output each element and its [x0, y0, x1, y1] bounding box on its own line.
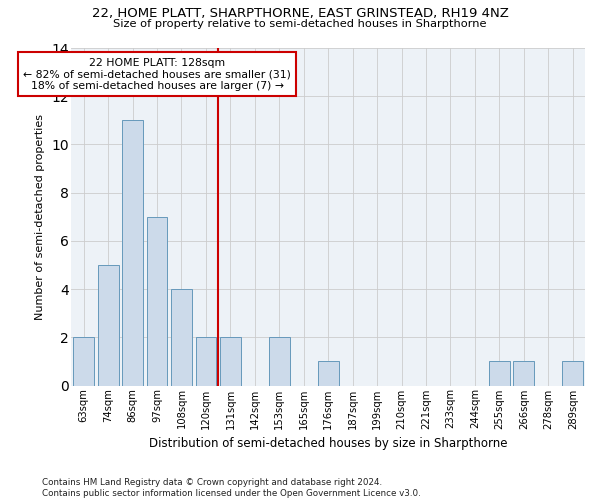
Text: 22 HOME PLATT: 128sqm
← 82% of semi-detached houses are smaller (31)
18% of semi: 22 HOME PLATT: 128sqm ← 82% of semi-deta… [23, 58, 291, 91]
Bar [220, 338, 241, 386]
Text: Contains HM Land Registry data © Crown copyright and database right 2024.
Contai: Contains HM Land Registry data © Crown c… [42, 478, 421, 498]
X-axis label: Distribution of semi-detached houses by size in Sharpthorne: Distribution of semi-detached houses by … [149, 437, 508, 450]
Bar [514, 362, 534, 386]
Bar [269, 338, 290, 386]
Bar [489, 362, 510, 386]
Bar [98, 265, 119, 386]
Text: Size of property relative to semi-detached houses in Sharpthorne: Size of property relative to semi-detach… [113, 19, 487, 29]
Bar [562, 362, 583, 386]
Text: 22, HOME PLATT, SHARPTHORNE, EAST GRINSTEAD, RH19 4NZ: 22, HOME PLATT, SHARPTHORNE, EAST GRINST… [92, 8, 508, 20]
Bar [318, 362, 338, 386]
Bar [171, 289, 192, 386]
Bar [73, 338, 94, 386]
Bar [122, 120, 143, 386]
Bar [146, 217, 167, 386]
Bar [196, 338, 217, 386]
Y-axis label: Number of semi-detached properties: Number of semi-detached properties [35, 114, 46, 320]
